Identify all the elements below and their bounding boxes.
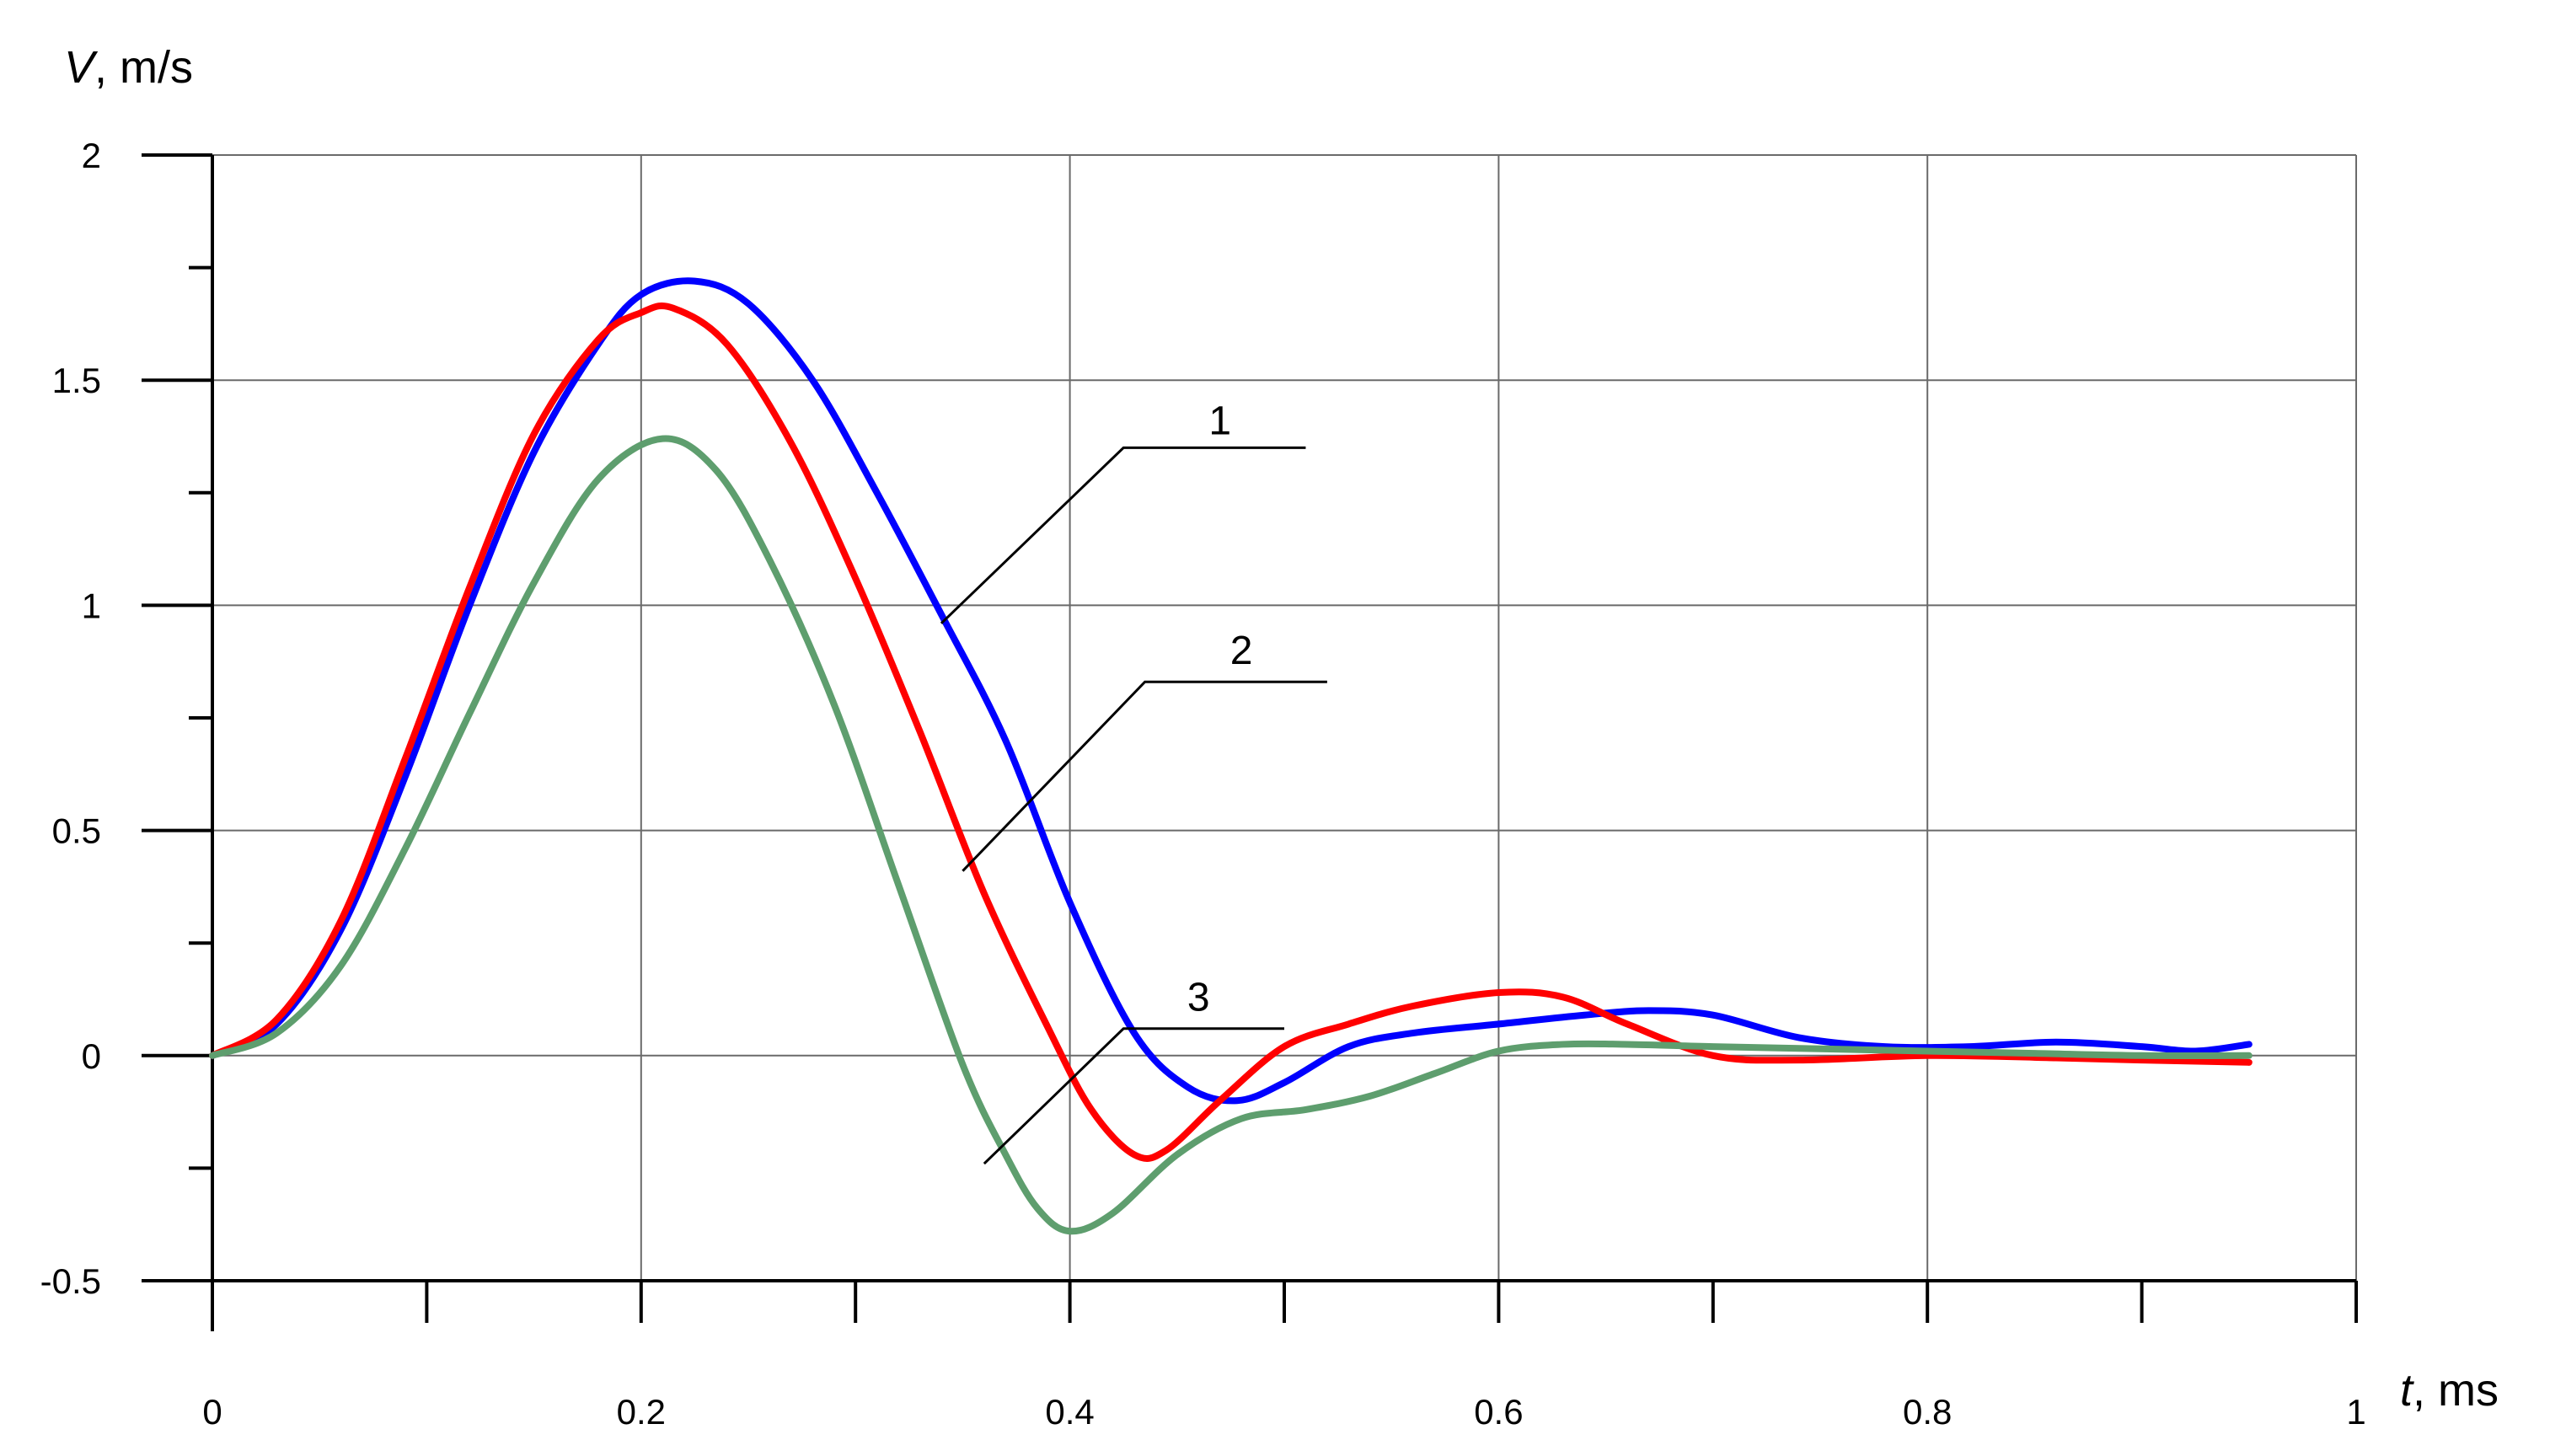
x-axis-unit: , ms: [2413, 1365, 2499, 1416]
x-tick-label: 0: [202, 1392, 222, 1432]
data-series: [209, 277, 2253, 1235]
y-tick-label: 0.5: [52, 811, 101, 851]
x-tick-label: 0.4: [1045, 1392, 1094, 1432]
curve-label-2: 2: [1230, 629, 1253, 673]
leader-line-1: [940, 446, 1306, 624]
tick-labels: 0 0.2 0.4 0.6 0.8 1 -0.5 0 0.5 1 1.5 2: [40, 136, 2366, 1432]
x-tick-label: 0.2: [617, 1392, 666, 1432]
leader-line-3: [983, 1027, 1284, 1165]
y-tick-label: 0: [82, 1036, 101, 1076]
y-axis-title: V, m/s: [64, 42, 193, 93]
y-axis-unit: , m/s: [94, 42, 193, 93]
series-line-3: [209, 435, 2253, 1235]
curve-annotations: 1 2 3: [940, 399, 1327, 1165]
leader-line-2: [962, 680, 1327, 872]
x-tick-label: 0.6: [1474, 1392, 1523, 1432]
x-tick-label: 1: [2346, 1392, 2365, 1432]
series-line-1: [209, 277, 2253, 1105]
x-tick-label: 0.8: [1903, 1392, 1952, 1432]
y-tick-label: 1: [82, 586, 101, 625]
y-tick-label: 1.5: [52, 361, 101, 400]
y-tick-label: -0.5: [40, 1261, 101, 1301]
curve-label-1: 1: [1208, 399, 1231, 443]
axes: [142, 153, 2358, 1331]
curve-label-3: 3: [1187, 975, 1210, 1020]
x-axis-title: t, ms: [2400, 1365, 2499, 1416]
series-line-2: [209, 302, 2253, 1163]
x-axis-variable: t: [2400, 1365, 2414, 1416]
grid-lines: [212, 154, 2357, 1281]
y-axis-variable: V: [64, 42, 99, 93]
y-tick-label: 2: [82, 136, 101, 175]
